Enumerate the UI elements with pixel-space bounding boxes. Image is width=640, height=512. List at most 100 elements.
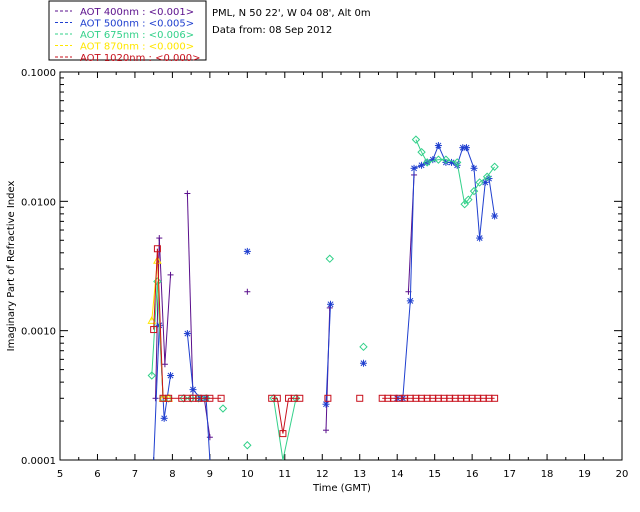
data-point	[356, 394, 364, 402]
data-point	[411, 135, 421, 144]
legend-entry: AOT 870nm : <0.000>	[55, 42, 194, 53]
series-line-segment	[273, 398, 284, 461]
data-point	[167, 271, 174, 278]
series-line-segment	[456, 162, 466, 205]
series-line-segment	[467, 190, 475, 200]
series-line-segment	[479, 182, 486, 239]
data-point	[183, 330, 191, 338]
legend-label: AOT 675nm : <0.006>	[80, 30, 194, 41]
data-point	[410, 164, 418, 172]
data-point	[327, 300, 335, 308]
site-info: PML, N 50 22', W 04 08', Alt 0m	[212, 8, 371, 19]
series-line-segment	[151, 281, 158, 376]
legend-entry: AOT 1020nm : <0.000>	[55, 53, 200, 64]
date-info: Data from: 08 Sep 2012	[212, 25, 332, 36]
data-point	[218, 404, 228, 413]
data-point	[243, 247, 251, 255]
series-line-segment	[282, 398, 297, 461]
data-point	[491, 212, 499, 220]
data-point	[160, 414, 168, 422]
data-point	[243, 441, 252, 450]
data-point	[147, 315, 157, 324]
data-point	[279, 430, 287, 438]
series-line-segment	[421, 151, 428, 163]
series-3	[147, 135, 499, 461]
legend-entry: AOT 675nm : <0.006>	[55, 30, 194, 41]
series-line-segment	[186, 333, 194, 390]
series-line-segment	[456, 147, 464, 166]
legend-entry: AOT 500nm : <0.005>	[55, 19, 194, 30]
data-point	[324, 394, 332, 402]
series-line-segment	[427, 159, 439, 163]
series-line-segment	[402, 300, 411, 399]
data-point	[452, 158, 462, 167]
series-line-segment	[473, 182, 481, 192]
data-point	[184, 190, 191, 197]
series-line-segment	[276, 398, 284, 434]
y-axis-label: Imaginary Part of Refractive Index	[6, 181, 17, 352]
data-point	[156, 235, 163, 242]
data-point	[491, 394, 499, 402]
data-point	[273, 394, 281, 402]
series-1	[152, 171, 418, 441]
x-tick-label: 7	[132, 469, 138, 480]
x-tick-label: 12	[316, 469, 329, 480]
series-2	[153, 142, 499, 461]
data-point	[463, 144, 471, 152]
x-tick-label: 5	[57, 469, 63, 480]
data-point	[244, 288, 251, 295]
legend-label: AOT 1020nm : <0.000>	[80, 53, 200, 64]
data-point	[150, 326, 158, 334]
data-point	[460, 200, 469, 209]
series-line-segment	[153, 248, 158, 330]
x-axis-label: Time (GMT)	[312, 483, 371, 494]
x-tick-label: 8	[169, 469, 175, 480]
x-tick-label: 16	[466, 469, 479, 480]
series-line-segment	[153, 325, 160, 461]
data-point	[147, 371, 157, 380]
x-tick-label: 19	[578, 469, 591, 480]
legend-label: AOT 500nm : <0.005>	[80, 19, 194, 30]
data-point	[441, 155, 451, 164]
x-tick-label: 20	[616, 469, 629, 480]
data-point	[476, 234, 484, 242]
series-line-segment	[158, 238, 166, 365]
data-point	[189, 386, 197, 394]
data-point	[206, 394, 214, 402]
x-tick-label: 15	[428, 469, 441, 480]
series-line-segment	[409, 168, 415, 301]
series-line-segment	[156, 248, 164, 399]
data-point	[322, 400, 330, 408]
series-layer	[147, 135, 499, 461]
data-point	[359, 342, 368, 352]
axes: 5 6 7 8 9 10 11 12 13 14 15 16 17 18 19 20 0.0001 0.0010 0…	[21, 68, 628, 480]
data-point	[434, 142, 442, 150]
legend-entry: AOT 400nm : <0.001>	[55, 7, 194, 18]
y-tick-label: 0.0001	[21, 456, 56, 467]
series-5	[150, 245, 499, 438]
legend-box	[48, 0, 207, 61]
x-tick-label: 14	[391, 469, 404, 480]
data-point	[152, 395, 159, 402]
x-tick-label: 11	[278, 469, 291, 480]
plot-frame	[59, 71, 623, 461]
data-point	[464, 195, 473, 204]
series-line-segment	[479, 176, 488, 183]
data-point	[475, 178, 484, 187]
series-line-segment	[432, 145, 439, 160]
data-point	[422, 158, 432, 167]
y-tick-label: 0.1000	[21, 68, 56, 79]
series-line-segment	[415, 139, 423, 153]
series-line-segment	[282, 398, 290, 434]
legend-label: AOT 400nm : <0.001>	[80, 7, 194, 18]
data-point	[165, 394, 173, 402]
data-point	[490, 162, 499, 171]
x-tick-label: 6	[94, 469, 100, 480]
series-line-segment	[486, 166, 496, 178]
x-tick-label: 13	[353, 469, 366, 480]
x-tick-label: 18	[541, 469, 554, 480]
series-line-segment	[413, 164, 422, 169]
data-point	[217, 394, 225, 402]
series-line-segment	[445, 159, 458, 163]
